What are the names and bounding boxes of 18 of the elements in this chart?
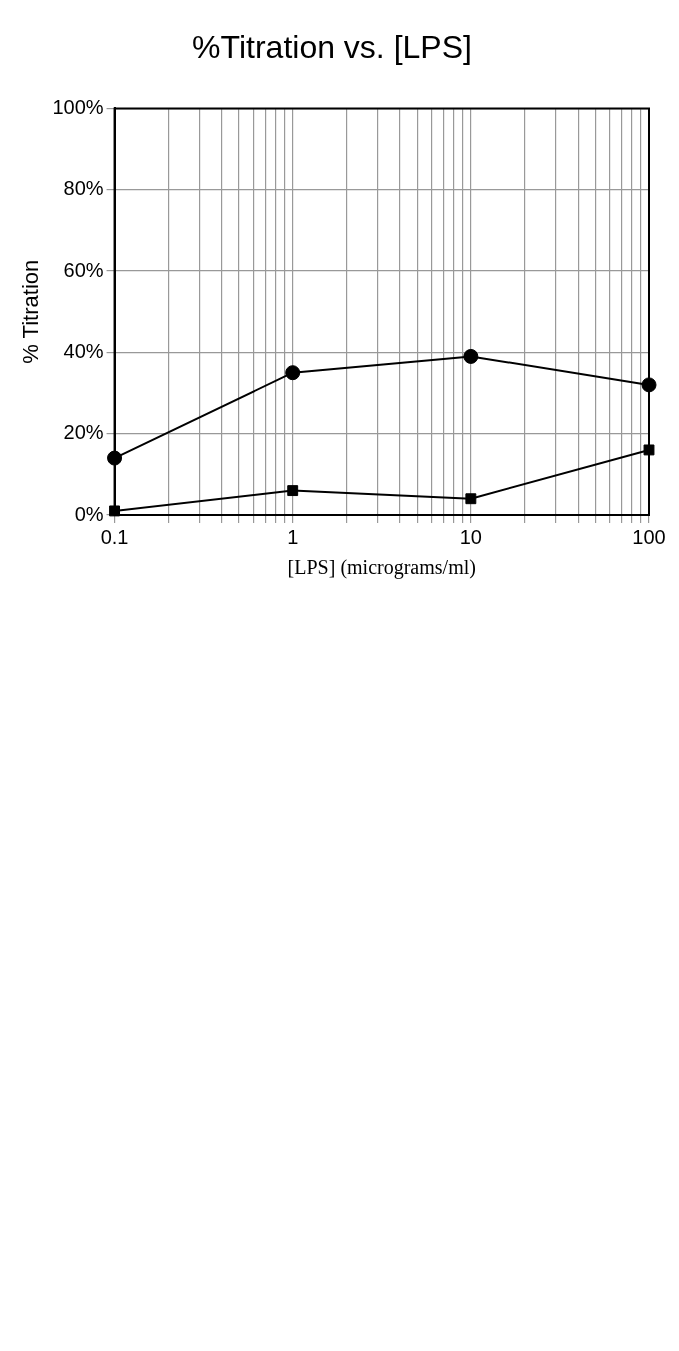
point	[465, 493, 477, 505]
y-tick-label: 100%	[52, 95, 104, 118]
y-tick-label: 20%	[63, 421, 104, 444]
chart-title: %Titration vs. [LPS]	[192, 29, 472, 66]
x-tick-label: 100	[632, 525, 666, 548]
y-tick-label: 40%	[63, 339, 104, 362]
x-tick-label: 0.1	[100, 525, 129, 548]
y-tick-label: 60%	[63, 258, 104, 281]
x-tick-label: 10	[459, 525, 482, 548]
y-tick-label: 80%	[63, 177, 104, 200]
x-tick-label: 1	[287, 525, 299, 548]
point	[643, 444, 655, 456]
point	[285, 365, 301, 381]
point	[287, 485, 299, 497]
x-axis-title: [LPS] (micrograms/ml)	[287, 556, 476, 580]
y-tick-label: 0%	[74, 502, 104, 525]
point	[463, 348, 479, 364]
y-axis-title: % Titration	[18, 259, 44, 364]
